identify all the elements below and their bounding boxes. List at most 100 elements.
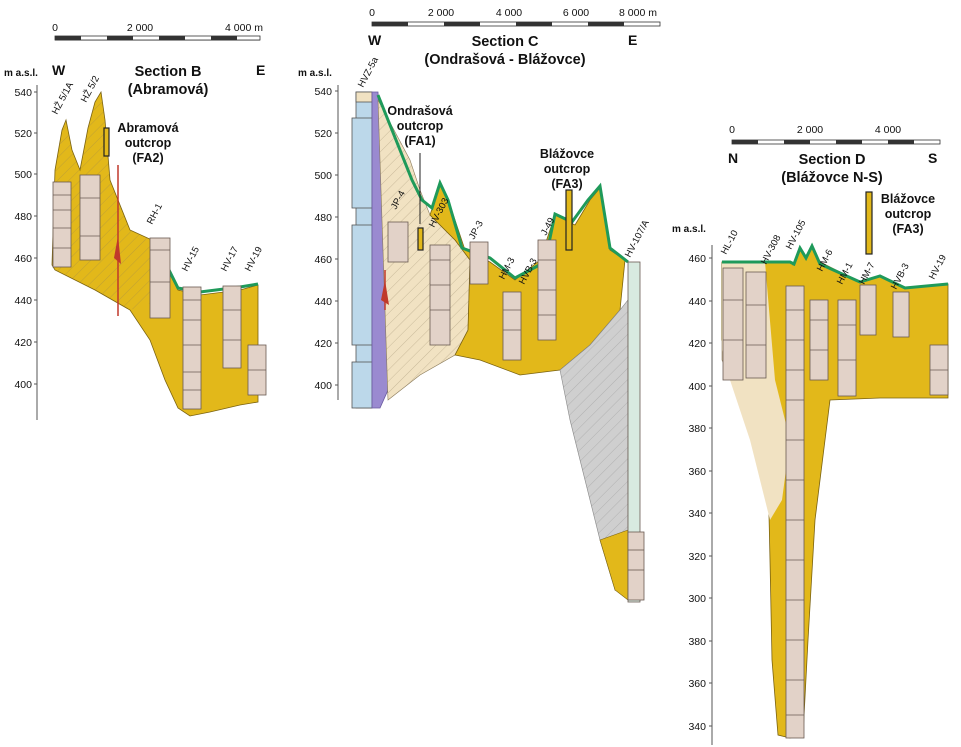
section-c-sand-lower: [599, 529, 629, 601]
section-c-ytick: 440: [314, 296, 332, 308]
section-d-y-ticks: 460 440 420 400 380 360 340 320 300 380 …: [688, 253, 712, 733]
section-d-ytick: 380: [688, 636, 706, 648]
section-c-y-label: m a.s.l.: [298, 68, 332, 79]
section-d-y-label: m a.s.l.: [672, 224, 706, 235]
section-c-y-ticks: 540 520 500 480 460 440 420 400: [314, 86, 338, 392]
section-d-ytick: 300: [688, 593, 706, 605]
section-d-ytick: 380: [688, 423, 706, 435]
section-c-fault-arrow: [381, 280, 389, 305]
section-d-title: Section D: [799, 152, 866, 168]
section-c-gray-hatch: [560, 300, 628, 590]
section-d-well-label: HV-105: [784, 218, 809, 251]
section-b-y-label: m a.s.l.: [4, 68, 38, 79]
section-d: 0 2 000 4 000 N S Section D (Blážovce N-…: [672, 124, 949, 745]
section-b-scale-2000: 2 000: [127, 22, 153, 34]
section-c-east: E: [628, 32, 637, 48]
section-b-well-label: HŽ 5/1A: [50, 80, 76, 117]
section-c-scale-0: 0: [369, 7, 375, 19]
section-b-ytick: 400: [14, 379, 32, 391]
section-c-west: W: [368, 32, 382, 48]
section-d-ytick: 460: [688, 253, 706, 265]
section-d-ytick: 360: [688, 678, 706, 690]
section-c-outcrop1-word: outcrop: [397, 119, 444, 133]
section-b-well-label: HV-17: [219, 245, 241, 273]
section-d-outcrop-name: Blážovce: [881, 192, 935, 206]
section-d-outcrop-word: outcrop: [885, 207, 932, 221]
section-b-well-label: HV-15: [180, 245, 202, 273]
section-c-subtitle: (Ondrašová - Blážovce): [424, 52, 585, 68]
section-b-outcrop-name: Abramová: [117, 121, 178, 135]
section-b-ytick: 420: [14, 337, 32, 349]
section-c-ytick: 480: [314, 212, 332, 224]
section-c-scale-bar: 0 2 000 4 000 6 000 8 000 m: [369, 7, 661, 27]
section-b-east: E: [256, 62, 265, 78]
section-d-ytick: 400: [688, 381, 706, 393]
section-b-fault-arrow: [114, 236, 121, 264]
section-c-ytick: 420: [314, 338, 332, 350]
section-d-ytick: 420: [688, 338, 706, 350]
section-c-outcrop2-word: outcrop: [544, 162, 591, 176]
section-c-outcrop1-code: (FA1): [404, 134, 435, 148]
section-b-title: Section B: [135, 64, 202, 80]
section-b-scale-4000: 4 000 m: [225, 22, 263, 34]
section-c-ytick: 520: [314, 128, 332, 140]
section-c-well-label: HV-107/A: [623, 218, 652, 260]
section-d-ytick: 320: [688, 551, 706, 563]
section-b-ytick: 440: [14, 295, 32, 307]
section-b-ytick: 480: [14, 211, 32, 223]
section-c-hvz5a-column: [351, 91, 373, 409]
section-c-ytick: 540: [314, 86, 332, 98]
section-d-south: S: [928, 150, 937, 166]
section-c-ytick: 400: [314, 380, 332, 392]
section-c-outcrop2-name: Blážovce: [540, 147, 594, 161]
section-b-scale-0: 0: [52, 22, 58, 34]
section-d-well-label: HL-10: [719, 228, 741, 256]
section-c-scale-6000: 6 000: [563, 7, 589, 19]
section-c-scale-4000: 4 000: [496, 7, 522, 19]
section-c-scale-2000: 2 000: [428, 7, 454, 19]
section-c-well-label: JP-3: [467, 219, 486, 241]
section-d-well-label: HV-19: [927, 253, 949, 281]
section-b-ytick: 520: [14, 128, 32, 140]
section-c-outcrop1-name: Ondrašová: [387, 104, 452, 118]
section-b-outcrop-code: (FA2): [132, 151, 163, 165]
section-d-outcrop-marker: [865, 191, 873, 255]
section-d-scale-2000: 2 000: [797, 124, 823, 136]
section-d-subtitle: (Blážovce N-S): [781, 170, 883, 186]
section-c-well-label: HVZ-5a: [356, 55, 381, 90]
section-c-outcrop2-code: (FA3): [551, 177, 582, 191]
section-c-scale-8000: 8 000 m: [619, 7, 657, 19]
section-d-ytick: 360: [688, 466, 706, 478]
section-b-scale-bar: 0 2 000 4 000 m: [52, 22, 263, 41]
section-d-outcrop-code: (FA3): [892, 222, 923, 236]
section-c-outcrop2-marker: [565, 189, 573, 251]
section-d-soil-line: [722, 242, 949, 290]
section-d-north: N: [728, 150, 738, 166]
section-b-boreholes: [52, 174, 267, 410]
section-b-well-label: HV-19: [243, 245, 265, 273]
section-d-boreholes: [722, 267, 949, 739]
section-b-outcrop-marker: [103, 127, 110, 157]
section-d-scale-bar: 0 2 000 4 000: [729, 124, 941, 145]
section-b-west: W: [52, 62, 66, 78]
section-c-ytick: 460: [314, 254, 332, 266]
section-c-boreholes: [387, 221, 645, 603]
section-c-purple-band: [371, 91, 389, 409]
section-d-scale-4000: 4 000: [875, 124, 901, 136]
section-b-well-label: RH-1: [145, 202, 165, 227]
section-d-ytick: 440: [688, 296, 706, 308]
section-d-ytick: 340: [688, 508, 706, 520]
section-d-ytick: 340: [688, 721, 706, 733]
section-d-scale-0: 0: [729, 124, 735, 136]
section-c-ytick: 500: [314, 170, 332, 182]
section-b-subtitle: (Abramová): [128, 82, 209, 98]
section-b-y-ticks: 540 520 500 480 460 440 420 400: [14, 87, 37, 391]
section-c: 0 2 000 4 000 6 000 8 000 m W E Section …: [298, 7, 661, 603]
section-b: 0 2 000 4 000 m W E Section B (Abramová)…: [4, 22, 267, 420]
section-b-ytick: 540: [14, 87, 32, 99]
section-c-outcrop1-marker: [417, 227, 424, 251]
section-b-ytick: 460: [14, 253, 32, 265]
section-c-title: Section C: [472, 34, 539, 50]
section-b-ytick: 500: [14, 169, 32, 181]
